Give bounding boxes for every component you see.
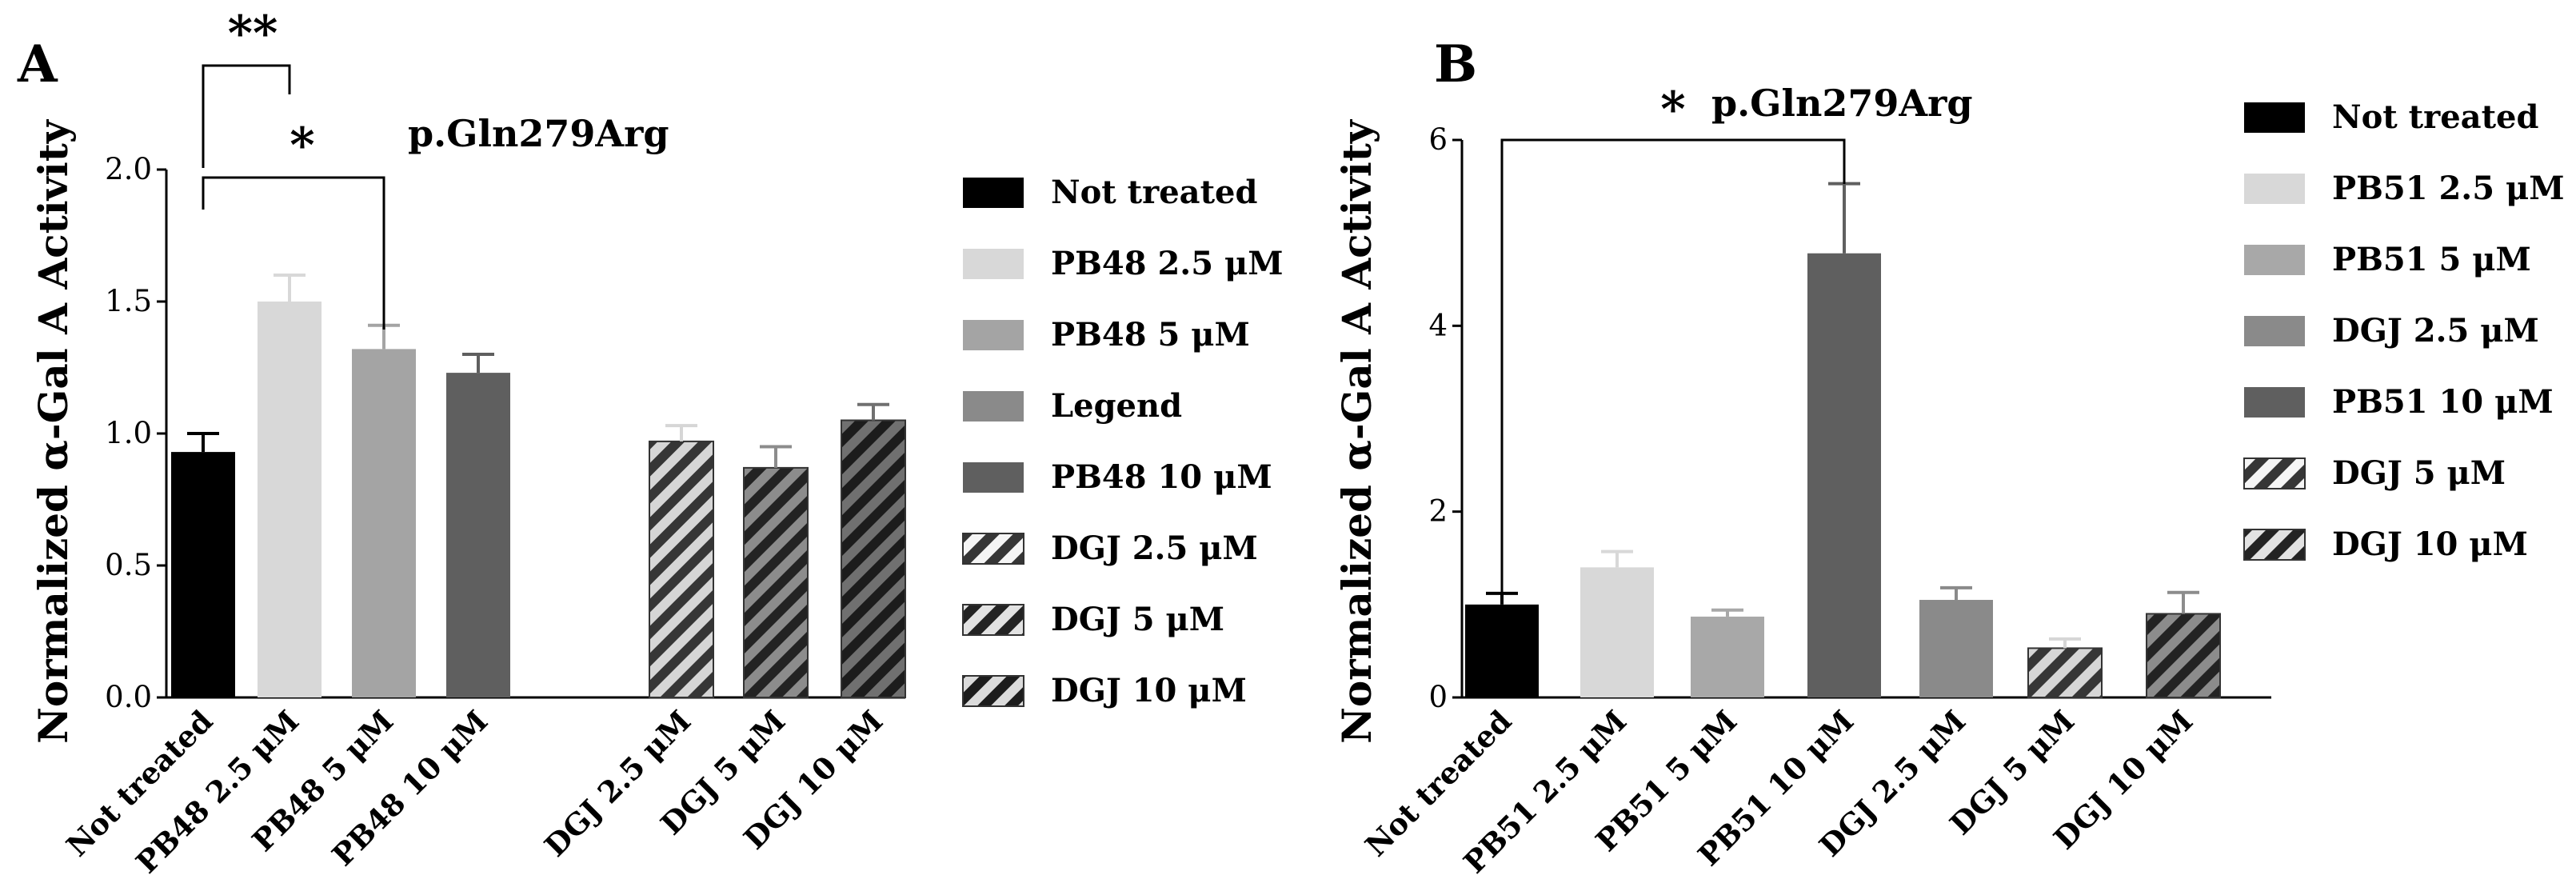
panel-b-letter: B: [1434, 34, 1477, 94]
panel-a-legend-label: Legend: [1051, 387, 1182, 425]
panel-a-y-axis-title: Normalized α-Gal A Activity: [30, 118, 77, 744]
panel-a-category-label: Not treated: [59, 703, 219, 863]
panel-a-y-tick-label: 0.5: [105, 548, 152, 582]
panel-a-significance-label: *: [290, 118, 314, 174]
panel-a-bar: [446, 373, 510, 697]
panel-a-y-tick-label: 1.5: [105, 284, 152, 318]
panel-a-legend-swatch: [963, 249, 1024, 279]
panel-b-legend-label: PB51 2.5 μM: [2332, 170, 2565, 207]
panel-b-legend-swatch: [2244, 102, 2305, 133]
panel-b-legend-label: DGJ 10 μM: [2332, 525, 2528, 563]
panel-a-bar-hatch: [841, 420, 905, 697]
panel-a-legend-label: DGJ 2.5 μM: [1051, 529, 1258, 567]
panel-a-y-tick-label: 0.0: [105, 680, 152, 714]
panel-a-significance-bracket: [202, 176, 385, 330]
panel-a: A p.Gln279Arg Normalized α-Gal A Activit…: [17, 6, 1284, 880]
panel-b-legend-swatch-outline: [2243, 457, 2306, 489]
panel-b-significance-bracket: [1500, 138, 1846, 601]
panel-b-legend-label: DGJ 5 μM: [2332, 454, 2506, 492]
panel-b-bar: [1919, 600, 1993, 697]
panel-a-legend-label: PB48 5 μM: [1051, 316, 1250, 354]
panel-b-bar-hatch: [2028, 648, 2102, 697]
panel-a-legend-swatch-outline: [962, 533, 1024, 565]
panel-a-legend-label: DGJ 10 μM: [1051, 672, 1247, 709]
panel-b-bar: [1580, 567, 1654, 697]
panel-b-legend-swatch-hatch: [2244, 529, 2305, 560]
panel-a-bar-hatch: [744, 467, 808, 697]
panel-b-title: p.Gln279Arg: [1711, 82, 1973, 125]
panel-a-legend-swatch-hatch: [963, 605, 1024, 635]
panel-a-plot: 0.0 0.5 1.0 1.5 2.0 Not treated PB48 2.5 μM PB4…: [59, 6, 1283, 880]
panel-a-legend-swatch: [963, 391, 1024, 422]
panel-b-bar: [1691, 616, 1764, 697]
panel-b-legend-swatch: [2244, 174, 2305, 204]
panel-b-y-tick-label: 6: [1428, 122, 1448, 157]
panel-a-legend-label: PB48 2.5 μM: [1051, 245, 1284, 282]
panel-b: B p.Gln279Arg Normalized α-Gal A Activit…: [1333, 34, 2565, 880]
panel-a-legend-swatch: [963, 320, 1024, 350]
panel-a-letter: A: [17, 34, 58, 94]
panel-a-significance-label: **: [228, 6, 278, 62]
panel-a-significance-bracket: [202, 64, 291, 168]
panel-a-legend-label: PB48 10 μM: [1051, 458, 1272, 496]
panel-a-title: p.Gln279Arg: [408, 112, 669, 155]
panel-b-bar: [1807, 253, 1881, 697]
panel-b-legend-swatch-outline: [2243, 529, 2306, 561]
panel-b-legend-label: Not treated: [2332, 98, 2538, 136]
panel-b-legend-label: PB51 5 μM: [2332, 241, 2531, 278]
panel-b-legend-swatch: [2244, 245, 2305, 275]
panel-a-bar: [258, 302, 322, 697]
panel-b-y-tick-label: 0: [1428, 680, 1448, 714]
panel-b-bar-hatch: [2147, 613, 2220, 697]
panel-a-legend-swatch-outline: [962, 675, 1024, 707]
panel-b-legend-label: PB51 10 μM: [2332, 383, 2554, 421]
panel-a-y-tick-label: 2.0: [105, 152, 152, 186]
panel-b-bar: [1465, 604, 1539, 697]
panel-b-legend-label: DGJ 2.5 μM: [2332, 312, 2539, 350]
panel-b-legend-swatch-hatch: [2244, 458, 2305, 489]
panel-a-legend-swatch-hatch: [963, 676, 1024, 706]
panel-a-y-tick-label: 1.0: [105, 416, 152, 450]
panel-b-legend-swatch: [2244, 316, 2305, 346]
panel-a-legend-label: Not treated: [1051, 174, 1257, 211]
panel-a-legend-swatch: [963, 462, 1024, 493]
panel-b-legend-swatch: [2244, 387, 2305, 418]
panel-a-bar: [352, 349, 416, 697]
panel-a-bar-hatch: [649, 441, 713, 697]
panel-b-y-tick-label: 2: [1428, 494, 1448, 529]
panel-b-plot: 0 2 4 6 Not treated PB51 2.5 μM PB51 5 μM PB51 …: [1358, 82, 2564, 880]
panel-a-legend-swatch-outline: [962, 604, 1024, 636]
panel-a-bar: [171, 452, 235, 697]
panel-b-y-axis-title: Normalized α-Gal A Activity: [1333, 118, 1380, 744]
panel-a-category-label: DGJ 2.5 μM: [537, 703, 697, 863]
panel-b-y-tick-label: 4: [1428, 308, 1448, 342]
panel-a-legend-swatch-hatch: [963, 533, 1024, 564]
panel-a-legend-label: DGJ 5 μM: [1051, 601, 1224, 638]
panel-b-significance-label: *: [1660, 82, 1685, 138]
panel-a-legend-swatch: [963, 178, 1024, 208]
